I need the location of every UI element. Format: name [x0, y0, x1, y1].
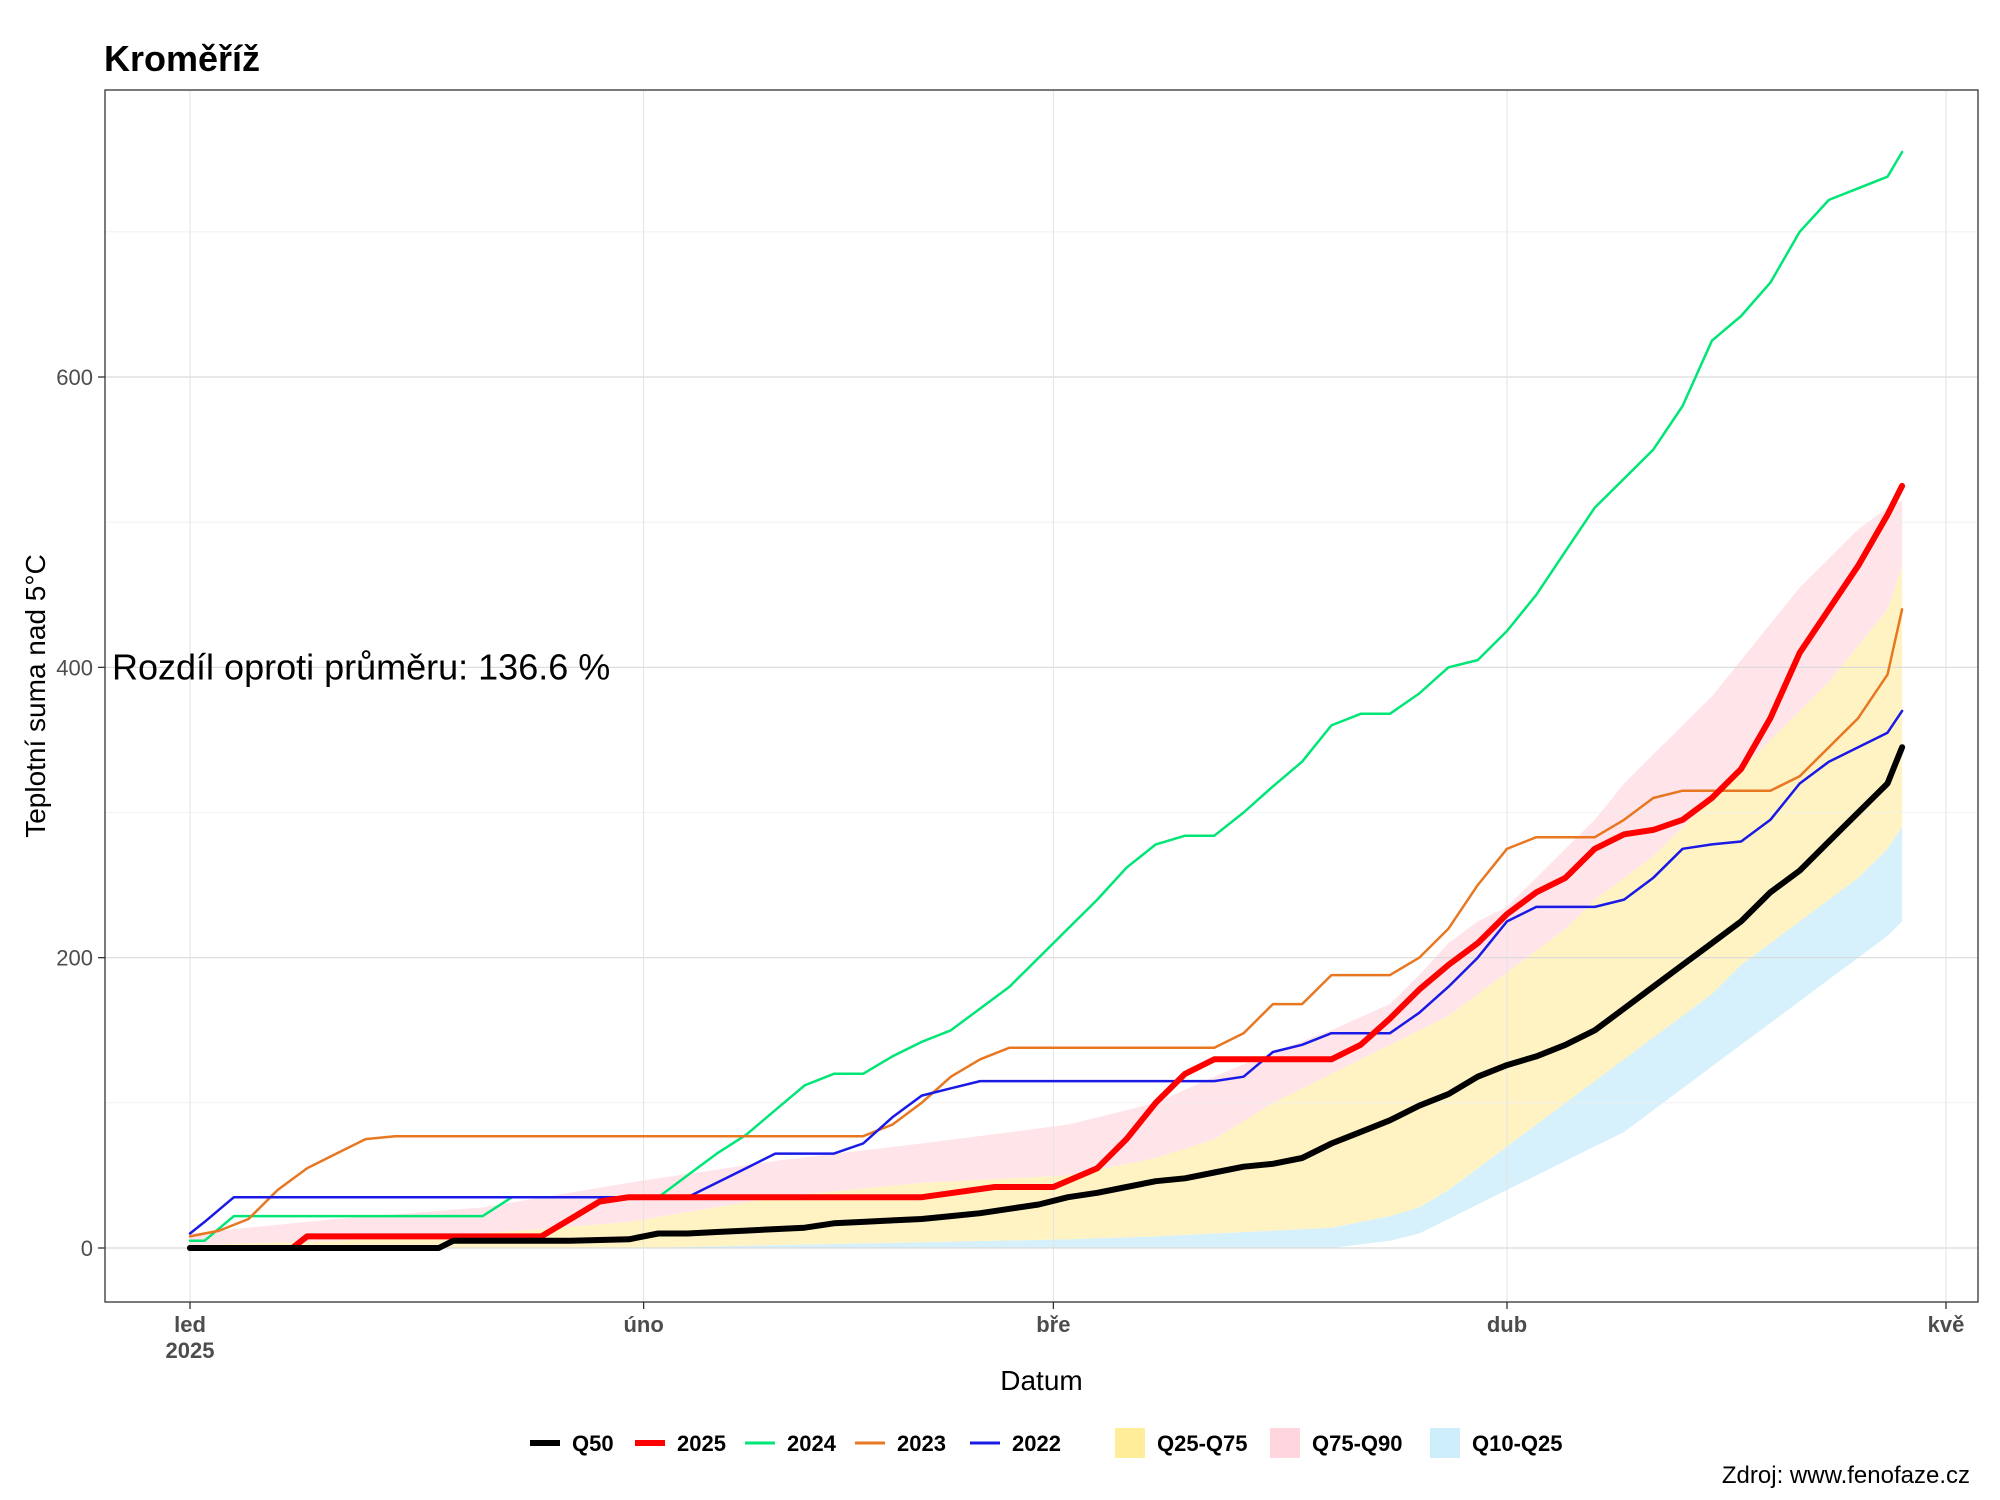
x-tick-label: led — [174, 1312, 206, 1337]
legend-label: Q50 — [572, 1431, 614, 1456]
legend-label: 2025 — [677, 1431, 726, 1456]
x-tick-label: úno — [623, 1312, 663, 1337]
legend: Q50 2025 2024 2023 2022 Q25-Q75 Q75-Q90 Q10-Q25 — [530, 1428, 1563, 1458]
y-axis-title: Teplotní suma nad 5°C — [20, 554, 51, 838]
legend-label: Q25-Q75 — [1157, 1431, 1248, 1456]
legend-label: Q75-Q90 — [1312, 1431, 1403, 1456]
plot-panel-border — [104, 89, 1979, 1303]
y-tick-label: 200 — [56, 946, 93, 971]
y-tick-label: 400 — [56, 655, 93, 680]
band-q75-q90 — [190, 500, 1903, 1246]
legend-label: Q10-Q25 — [1472, 1431, 1563, 1456]
legend-key-q75-q90 — [1270, 1428, 1300, 1458]
y-tick-label: 600 — [56, 365, 93, 390]
difference-annotation: Rozdíl oproti průměru: 136.6 % — [112, 646, 610, 687]
y-tick-label: 0 — [81, 1236, 93, 1261]
x-axis-title: Datum — [1000, 1365, 1082, 1396]
grid-layer — [105, 90, 1978, 1302]
x-tick-label: dub — [1487, 1312, 1527, 1337]
x-tick-label: bře — [1036, 1312, 1070, 1337]
source-note: Zdroj: www.fenofaze.cz — [1721, 1462, 1970, 1489]
series-line-2025 — [187, 482, 1906, 1251]
legend-label: 2024 — [787, 1431, 837, 1456]
series-line-q50 — [187, 744, 1906, 1251]
x-tick-label-year: 2025 — [166, 1338, 215, 1363]
lines-layer — [187, 150, 1906, 1251]
legend-key-q10-q25 — [1430, 1428, 1460, 1458]
chart-title: Kroměříž — [104, 38, 261, 79]
x-tick-label: kvě — [1928, 1312, 1965, 1337]
series-line-2022 — [188, 709, 1904, 1235]
legend-label: 2023 — [897, 1431, 946, 1456]
legend-label: 2022 — [1012, 1431, 1061, 1456]
legend-key-q25-q75 — [1115, 1428, 1145, 1458]
series-line-2023 — [188, 608, 1904, 1238]
